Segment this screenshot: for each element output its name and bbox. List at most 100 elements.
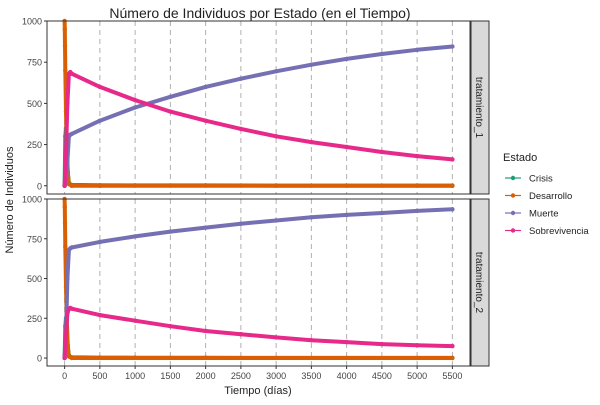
x-tick-label: 3000: [266, 371, 286, 381]
x-tick-label: 1500: [160, 371, 180, 381]
facet-strip: [470, 20, 490, 195]
y-tick-label: 250: [27, 314, 42, 324]
data-point-sobrevivencia: [203, 328, 208, 334]
data-point-muerte: [344, 56, 349, 62]
y-tick-label: 750: [27, 58, 42, 68]
data-point-sobrevivencia: [273, 134, 279, 139]
data-point-sobrevivencia: [65, 311, 70, 316]
legend-key-point: [510, 175, 516, 181]
x-tick-label: 0: [62, 371, 67, 381]
data-point-sobrevivencia: [309, 139, 314, 145]
data-point-sobrevivencia: [273, 335, 279, 340]
x-axis: 0 500 1000 1500 2000 2500 3000 3500 4000 4500 5000…: [62, 366, 462, 381]
data-point-sobrevivencia: [69, 306, 74, 311]
data-point-muerte: [203, 225, 208, 230]
data-point-muerte: [132, 105, 138, 110]
data-point-muerte: [238, 76, 244, 81]
x-tick-label: 4500: [372, 371, 392, 381]
data-point-sobrevivencia: [379, 341, 385, 347]
data-point-muerte: [97, 118, 103, 123]
data-point-desarrollo: [97, 355, 103, 361]
data-point-desarrollo: [450, 183, 455, 188]
data-point-sobrevivencia: [238, 332, 244, 337]
data-point-sobrevivencia: [97, 312, 103, 318]
panel-2: 0 250 500 750 1000 tratamiento_2: [22, 195, 490, 367]
data-point-sobrevivencia: [309, 338, 314, 343]
y-tick-label: 0: [37, 181, 42, 191]
x-tick-label: 2500: [231, 371, 251, 381]
facet-strip-label: tratamiento_2: [473, 252, 484, 314]
legend-entry-desarrollo: Desarrollo: [529, 191, 572, 202]
panel-background: [47, 199, 470, 366]
data-point-sobrevivencia: [450, 343, 455, 349]
legend-entry-muerte: Muerte: [529, 209, 559, 220]
legend-key-point: [510, 193, 516, 198]
legend: Estado Crisis Desarrollo Muerte Sobrevivenci…: [503, 152, 589, 237]
data-point-muerte: [65, 276, 70, 281]
facet-strip: [470, 198, 490, 367]
data-point-sobrevivencia: [69, 71, 74, 76]
data-point-sobrevivencia: [132, 97, 138, 103]
data-point-muerte: [450, 207, 455, 212]
data-point-muerte: [414, 47, 420, 52]
data-point-muerte: [450, 44, 455, 49]
data-point-sobrevivencia: [203, 118, 208, 123]
data-point-desarrollo: [63, 68, 68, 73]
legend-entry-crisis: Crisis: [529, 174, 553, 185]
data-point-sobrevivencia: [168, 324, 173, 329]
data-point-desarrollo: [62, 204, 67, 210]
data-point-muerte: [168, 229, 173, 234]
data-point-muerte: [132, 234, 138, 239]
panel-border: [46, 20, 471, 195]
data-point-sobrevivencia: [62, 183, 67, 188]
data-point-desarrollo: [450, 355, 455, 361]
x-tick-label: 3500: [301, 371, 321, 381]
data-point-muerte: [273, 218, 279, 223]
data-point-desarrollo: [62, 220, 68, 226]
x-tick-label: 500: [92, 371, 107, 381]
data-point-sobrevivencia: [132, 318, 138, 323]
data-point-muerte: [168, 94, 173, 100]
data-point-sobrevivencia: [63, 150, 69, 155]
data-point-muerte: [69, 245, 74, 250]
data-point-sobrevivencia: [62, 355, 67, 361]
y-tick-label: 500: [27, 274, 42, 284]
data-point-sobrevivencia: [63, 332, 69, 337]
data-point-muerte: [379, 210, 385, 216]
data-point-muerte: [309, 62, 314, 67]
chart-title: Número de Individuos por Estado (en el T…: [109, 5, 410, 21]
y-tick-label: 0: [37, 354, 42, 364]
data-point-desarrollo: [63, 244, 68, 249]
data-point-muerte: [344, 212, 349, 218]
x-tick-label: 4000: [337, 371, 357, 381]
data-point-desarrollo: [62, 27, 67, 32]
legend-title: Estado: [503, 152, 537, 164]
x-tick-label: 2000: [196, 371, 216, 381]
data-point-muerte: [69, 131, 74, 137]
data-point-sobrevivencia: [168, 109, 173, 114]
legend-entry-sobrevivencia: Sobrevivencia: [529, 226, 589, 237]
panel-1: 0 250 500 750 1000 tratamiento_1: [22, 17, 490, 195]
data-point-desarrollo: [69, 355, 74, 361]
y-tick-label: 1000: [22, 17, 42, 27]
facet-strip-label: tratamiento_1: [473, 77, 484, 139]
data-point-muerte: [97, 239, 103, 245]
data-point-sobrevivencia: [379, 149, 385, 155]
data-point-muerte: [273, 69, 279, 74]
data-point-desarrollo: [69, 183, 74, 188]
data-point-sobrevivencia: [414, 153, 420, 159]
y-tick-label: 250: [27, 140, 42, 150]
x-tick-label: 1000: [125, 371, 145, 381]
data-point-sobrevivencia: [238, 126, 244, 132]
data-point-sobrevivencia: [97, 84, 103, 90]
y-tick-label: 750: [27, 234, 42, 244]
data-point-desarrollo: [62, 43, 68, 48]
x-axis-label: Tiempo (días): [224, 385, 291, 397]
x-tick-label: 5500: [442, 371, 462, 381]
data-point-sobrevivencia: [65, 101, 70, 106]
data-point-muerte: [238, 221, 244, 226]
y-tick-label: 1000: [22, 195, 42, 205]
legend-key-point: [510, 210, 516, 216]
data-point-muerte: [379, 51, 385, 57]
panel-border: [46, 198, 471, 367]
